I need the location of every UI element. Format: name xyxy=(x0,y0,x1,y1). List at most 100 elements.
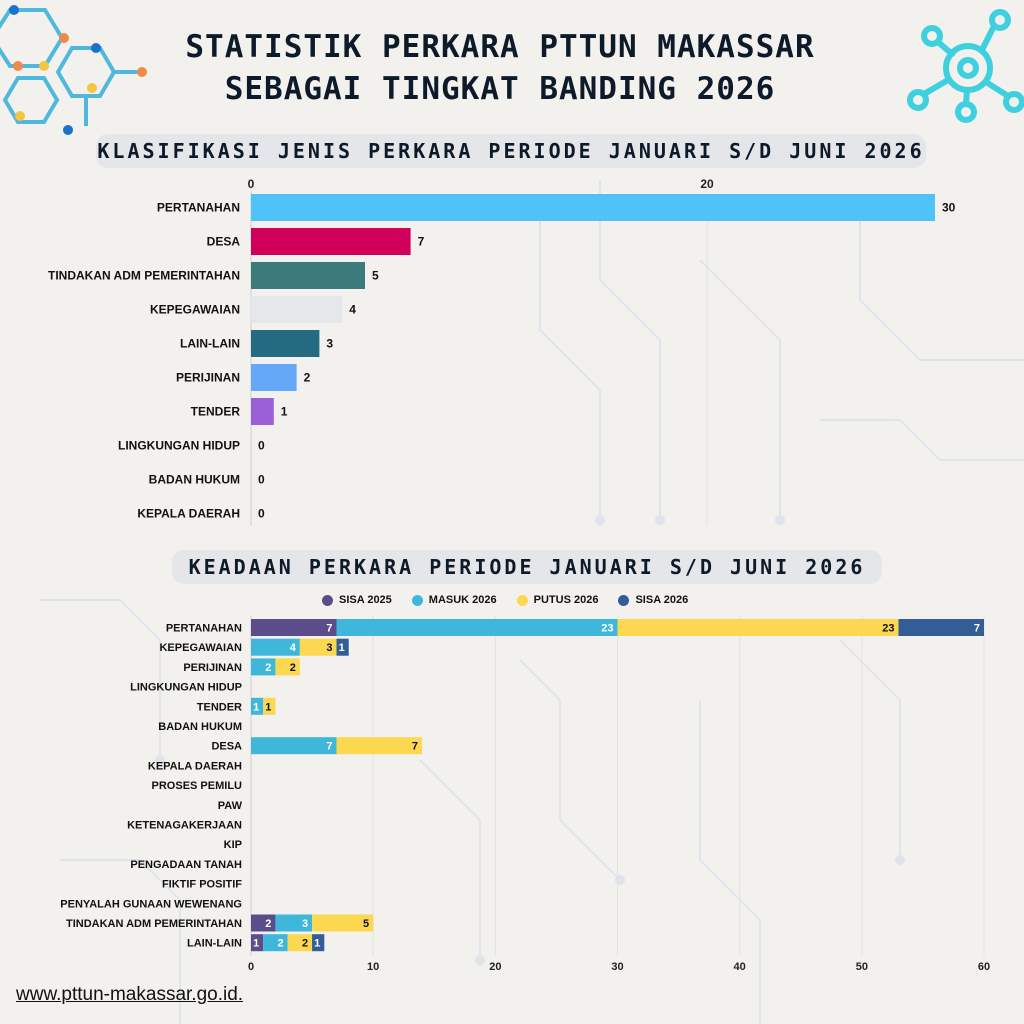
category-label: LINGKUNGAN HIDUP xyxy=(118,439,240,453)
stacked-segment xyxy=(251,638,300,656)
stacked-segment xyxy=(336,737,423,755)
segment-label: 2 xyxy=(278,938,284,950)
section-header-classification: KLASIFIKASI JENIS PERKARA PERIODE JANUAR… xyxy=(96,134,926,168)
category-label: BADAN HUKUM xyxy=(158,721,242,733)
category-label: KIP xyxy=(224,839,242,851)
segment-label: 2 xyxy=(265,918,271,930)
legend-item-sisa-2025: SISA 2025 xyxy=(322,594,392,606)
stacked-segment xyxy=(275,914,313,932)
segment-label: 4 xyxy=(290,642,297,654)
x-tick-label: 30 xyxy=(611,961,623,973)
stacked-segment xyxy=(251,914,276,932)
segment-label: 7 xyxy=(326,623,332,635)
data-label: 1 xyxy=(281,405,288,419)
legend-label: MASUK 2026 xyxy=(428,594,497,606)
data-label: 7 xyxy=(418,235,425,249)
category-label: PENGADAAN TANAH xyxy=(130,859,242,871)
segment-label: 5 xyxy=(363,918,369,930)
stacked-segment xyxy=(898,619,984,636)
x-tick-label: 40 xyxy=(734,961,746,973)
stacked-segment xyxy=(263,934,288,952)
bar xyxy=(251,398,274,425)
stacked-segment xyxy=(312,914,374,932)
stacked-segment xyxy=(251,619,337,636)
category-label: LINGKUNGAN HIDUP xyxy=(130,682,242,694)
legend-label: SISA 2025 xyxy=(339,594,392,606)
legend-dot-icon xyxy=(411,594,423,606)
category-label: PERTANAHAN xyxy=(157,201,240,215)
website-link[interactable]: www.pttun-makassar.go.id. xyxy=(16,984,244,1005)
legend-item-putus-2026: PUTUS 2026 xyxy=(516,594,598,606)
title-line-1: STATISTIK PERKARA PTTUN MAKASSAR xyxy=(185,29,815,65)
segment-label: 1 xyxy=(253,938,259,950)
stacked-segment xyxy=(617,619,899,636)
bar xyxy=(251,262,365,289)
legend-item-masuk-2026: MASUK 2026 xyxy=(411,594,497,606)
hexagon-network-icon xyxy=(0,5,147,135)
title-line-2: SEBAGAI TINGKAT BANDING 2026 xyxy=(224,71,776,107)
data-label: 4 xyxy=(349,303,356,317)
legend-dot-icon xyxy=(322,594,333,606)
category-label: KEPALA DAERAH xyxy=(148,760,242,772)
stacked-segment xyxy=(336,638,349,656)
category-label: TENDER xyxy=(191,405,241,419)
x-tick-label: 0 xyxy=(248,177,255,191)
page-title: STATISTIK PERKARA PTTUN MAKASSAR SEBAGAI… xyxy=(100,26,900,110)
x-tick-label: 0 xyxy=(248,961,254,973)
category-label: PENYALAH GUNAAN WEWENANG xyxy=(60,898,242,910)
network-node-icon xyxy=(907,9,1024,123)
category-label: DESA xyxy=(207,235,241,249)
category-label: KEPEGAWAIAN xyxy=(150,303,240,317)
category-label: PAW xyxy=(218,800,243,812)
category-label: FIKTIF POSITIF xyxy=(162,879,242,891)
stacked-segment xyxy=(251,658,276,676)
bar xyxy=(251,364,297,391)
data-label: 3 xyxy=(326,337,333,351)
stacked-segment xyxy=(287,934,313,952)
stacked-segment xyxy=(251,697,264,715)
legend-label: SISA 2026 xyxy=(635,594,689,606)
stacked-segment xyxy=(336,619,618,636)
x-tick-label: 10 xyxy=(367,961,379,973)
stacked-segment xyxy=(275,658,300,676)
category-label: DESA xyxy=(211,741,242,753)
category-label: KEPALA DAERAH xyxy=(137,507,240,521)
chart-legend: SISA 2025 MASUK 2026 PUTUS 2026 SISA 202… xyxy=(322,591,688,609)
category-label: PERIJINAN xyxy=(183,662,242,674)
segment-label: 7 xyxy=(326,741,332,753)
data-label: 30 xyxy=(942,201,956,215)
section-header-status: KEADAAN PERKARA PERIODE JANUARI S/D JUNI… xyxy=(172,550,882,584)
x-tick-label: 20 xyxy=(489,961,501,973)
category-label: PERTANAHAN xyxy=(166,623,242,635)
category-label: PERIJINAN xyxy=(176,371,240,385)
category-label: BADAN HUKUM xyxy=(149,473,240,487)
data-label: 2 xyxy=(304,371,311,385)
category-label: KEPEGAWAIAN xyxy=(159,642,242,654)
bar xyxy=(251,296,343,323)
stacked-segment xyxy=(263,697,276,715)
stacked-segment xyxy=(251,934,264,952)
x-tick-label: 60 xyxy=(978,961,990,973)
bar xyxy=(251,330,320,357)
stacked-segment xyxy=(312,934,325,952)
segment-label: 1 xyxy=(253,701,259,713)
segment-label: 1 xyxy=(314,938,320,950)
category-label: TENDER xyxy=(197,701,242,713)
segment-label: 7 xyxy=(412,741,418,753)
x-tick-label: 20 xyxy=(700,177,714,191)
bar xyxy=(251,228,411,255)
category-label: LAIN-LAIN xyxy=(180,337,240,351)
segment-label: 7 xyxy=(974,623,980,635)
data-label: 0 xyxy=(258,473,265,487)
legend-dot-icon xyxy=(618,594,630,606)
data-label: 0 xyxy=(258,507,265,521)
segment-label: 3 xyxy=(302,918,308,930)
stacked-segment xyxy=(251,737,337,755)
legend-item-sisa-2026: SISA 2026 xyxy=(618,594,688,606)
legend-dot-icon xyxy=(516,594,528,606)
segment-label: 23 xyxy=(601,623,613,635)
category-label: PROSES PEMILU xyxy=(152,780,243,792)
